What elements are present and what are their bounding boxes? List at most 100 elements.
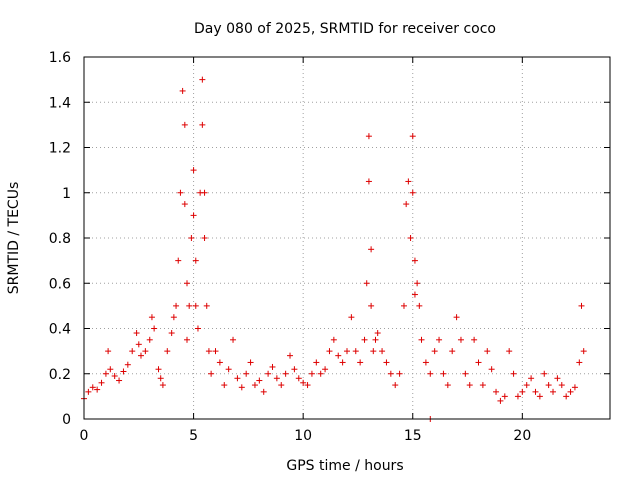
data-point (479, 382, 486, 389)
data-point (365, 133, 372, 140)
data-point (501, 393, 508, 400)
data-point (409, 133, 416, 140)
data-point (273, 375, 280, 382)
data-point (536, 393, 543, 400)
data-point (339, 359, 346, 366)
data-point (368, 246, 375, 253)
data-point (148, 314, 155, 321)
y-tick-label: 1.6 (49, 50, 71, 66)
data-point (278, 382, 285, 389)
data-point (251, 382, 258, 389)
data-point (238, 384, 245, 391)
data-point (396, 370, 403, 377)
data-point (330, 336, 337, 343)
data-point (344, 348, 350, 355)
data-point (532, 388, 539, 395)
y-tick-label: 0.6 (49, 276, 71, 292)
data-point (449, 348, 456, 355)
data-point (135, 341, 142, 348)
data-point (137, 352, 144, 359)
data-point (427, 370, 434, 377)
data-point (192, 257, 199, 264)
data-point (365, 178, 372, 185)
data-point (179, 87, 186, 94)
data-point (578, 302, 585, 309)
data-point (514, 393, 521, 400)
data-point (407, 235, 414, 241)
data-point (475, 359, 482, 366)
data-point (580, 348, 587, 355)
data-point (98, 379, 105, 386)
data-point (370, 348, 377, 355)
data-point (493, 388, 500, 395)
data-point (124, 361, 131, 368)
data-point (94, 386, 101, 393)
data-point (387, 370, 394, 377)
data-point (234, 375, 241, 382)
data-point (184, 280, 191, 287)
data-point (405, 178, 412, 185)
data-point (199, 76, 206, 83)
data-point (541, 370, 548, 377)
data-point (431, 348, 438, 355)
data-point (159, 382, 166, 389)
data-point (225, 366, 232, 373)
data-point (372, 336, 379, 343)
data-point (85, 388, 92, 395)
x-tick-label: 20 (513, 428, 531, 444)
data-point (368, 302, 375, 309)
data-point (416, 302, 423, 309)
data-point (102, 370, 109, 377)
data-point (418, 336, 425, 343)
data-point (488, 366, 495, 373)
data-point (190, 167, 197, 174)
data-point (186, 302, 193, 309)
data-point (361, 336, 368, 343)
data-point (111, 373, 118, 380)
y-tick-label: 0.2 (49, 367, 71, 383)
data-point (563, 393, 570, 400)
data-point (462, 370, 469, 377)
data-point (291, 366, 298, 373)
x-tick-label: 10 (294, 428, 312, 444)
data-point (177, 189, 184, 196)
data-point (168, 330, 175, 337)
data-point (151, 325, 158, 332)
y-tick-label: 1 (62, 186, 71, 202)
data-point (308, 370, 315, 377)
data-point (208, 370, 215, 377)
data-point (205, 348, 212, 355)
data-point (348, 314, 355, 321)
y-tick-label: 0 (62, 412, 71, 428)
data-point (269, 363, 276, 370)
data-point (484, 348, 491, 355)
data-point (400, 302, 407, 309)
data-point (313, 359, 320, 366)
chart-title: Day 080 of 2025, SRMTID for receiver coc… (194, 21, 496, 37)
data-point (363, 280, 370, 287)
data-point (282, 370, 289, 377)
x-axis-label: GPS time / hours (286, 458, 403, 474)
data-point (89, 384, 96, 391)
data-point (199, 121, 206, 128)
data-point (440, 370, 447, 377)
data-point (230, 336, 237, 343)
data-point (453, 314, 460, 321)
data-point (322, 366, 329, 373)
data-point (107, 366, 114, 373)
data-point (519, 388, 526, 395)
data-point (105, 348, 112, 355)
data-point (497, 397, 504, 404)
data-point (457, 336, 464, 343)
data-point (444, 382, 451, 389)
data-point (523, 382, 530, 389)
data-point (256, 377, 263, 384)
data-point (142, 348, 149, 355)
data-point (576, 359, 583, 366)
y-axis-label: SRMTID / TECUs (6, 182, 22, 295)
axis-ticks: 0 5 10 15 20 0 0.2 0.4 0.6 0.8 1 1.2 1.4 1.6 (49, 50, 610, 444)
data-point (192, 302, 199, 309)
data-point (212, 348, 219, 355)
data-point (201, 235, 208, 241)
